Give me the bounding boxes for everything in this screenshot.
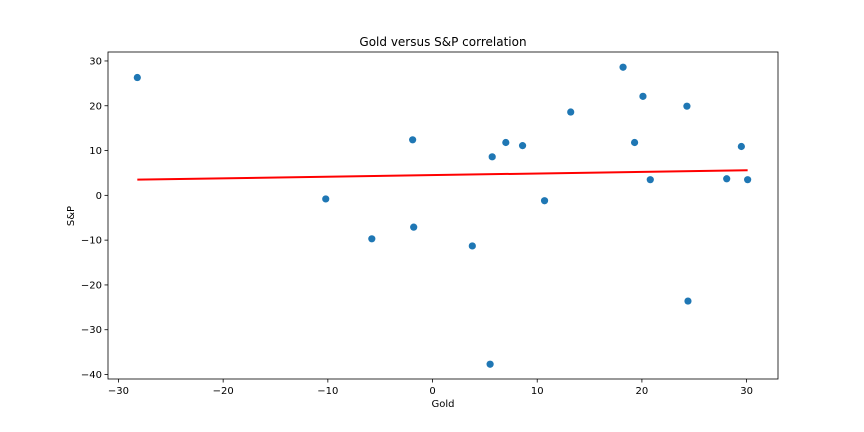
scatter-point [723,175,731,183]
scatter-point [502,138,510,147]
plot-frame [107,51,779,380]
scatter-point [744,176,752,184]
y-tick-label: 20 [89,101,102,112]
scatter-point [567,108,575,116]
scatter-point [468,242,476,250]
scatter-point [488,153,496,161]
scatter-point [737,142,745,151]
scatter-point [619,63,627,71]
y-tick-label: −10 [81,236,102,247]
scatter-point [368,235,376,243]
scatter-point [683,102,691,110]
scatter-point [684,297,692,305]
scatter-point [410,223,418,231]
scatter-point [540,197,549,205]
x-axis-label: Gold [432,399,455,410]
scatter-point [409,136,417,144]
x-tick-label: 20 [636,386,649,397]
x-tick-label: −10 [317,386,338,397]
y-axis-label: S&P [66,206,77,226]
regression-line [137,169,748,181]
scatter-point [639,92,647,100]
y-tick-label: −30 [81,325,102,336]
x-tick-label: 0 [429,386,435,397]
y-tick-label: 0 [96,191,102,202]
y-tick-label: −20 [81,280,102,291]
scatter-point [646,176,654,184]
x-tick-label: 10 [531,386,544,397]
scatter-point [486,360,494,368]
y-tick-label: 10 [89,146,102,157]
x-tick-label: −20 [213,386,234,397]
y-axis: −40 −30 −20 −10 0 10 20 30 [81,56,108,381]
y-tick-label: −40 [81,370,102,381]
plot-area [133,63,752,368]
x-axis: −30 −20 −10 0 10 20 30 [108,379,753,397]
x-tick-label: 30 [740,386,753,397]
y-tick-label: 30 [89,56,102,67]
scatter-point [518,142,527,150]
scatter-point [630,138,639,147]
chart-title: Gold versus S&P correlation [359,35,526,49]
x-tick-label: −30 [108,386,129,397]
scatter-point [133,73,141,82]
scatter-point [322,195,330,203]
